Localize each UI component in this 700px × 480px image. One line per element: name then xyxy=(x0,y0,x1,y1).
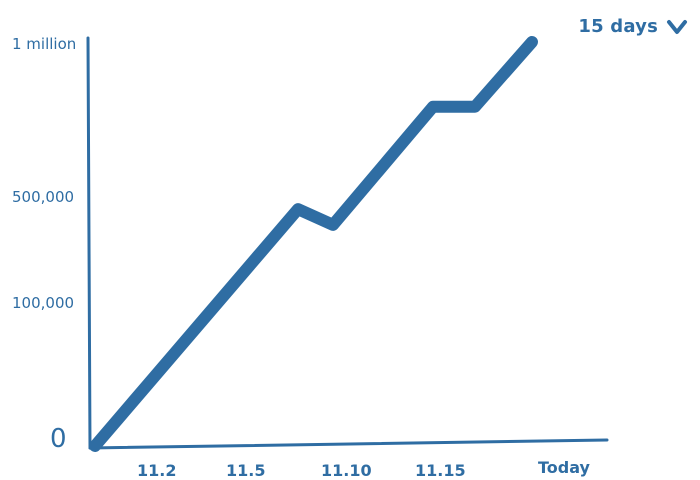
y-tick-label-100000: 100,000 xyxy=(12,294,74,312)
y-axis xyxy=(86,36,92,450)
x-tick-label-today: Today xyxy=(538,458,591,477)
x-tick-label-11-10: 11.10 xyxy=(321,461,372,480)
series-line xyxy=(89,36,538,452)
x-tick-label-11-15: 11.15 xyxy=(415,461,466,480)
range-dropdown[interactable]: 15 days xyxy=(578,16,688,37)
y-tick-label-500000: 500,000 xyxy=(12,188,74,206)
x-axis xyxy=(88,438,609,450)
chevron-down-icon xyxy=(667,19,687,34)
y-tick-label-0: 0 xyxy=(50,424,67,454)
x-tick-label-11-5: 11.5 xyxy=(226,461,265,480)
x-tick-label-11-2: 11.2 xyxy=(137,461,176,480)
range-label: 15 days xyxy=(578,16,658,37)
y-tick-label-1-million: 1 million xyxy=(12,35,76,53)
